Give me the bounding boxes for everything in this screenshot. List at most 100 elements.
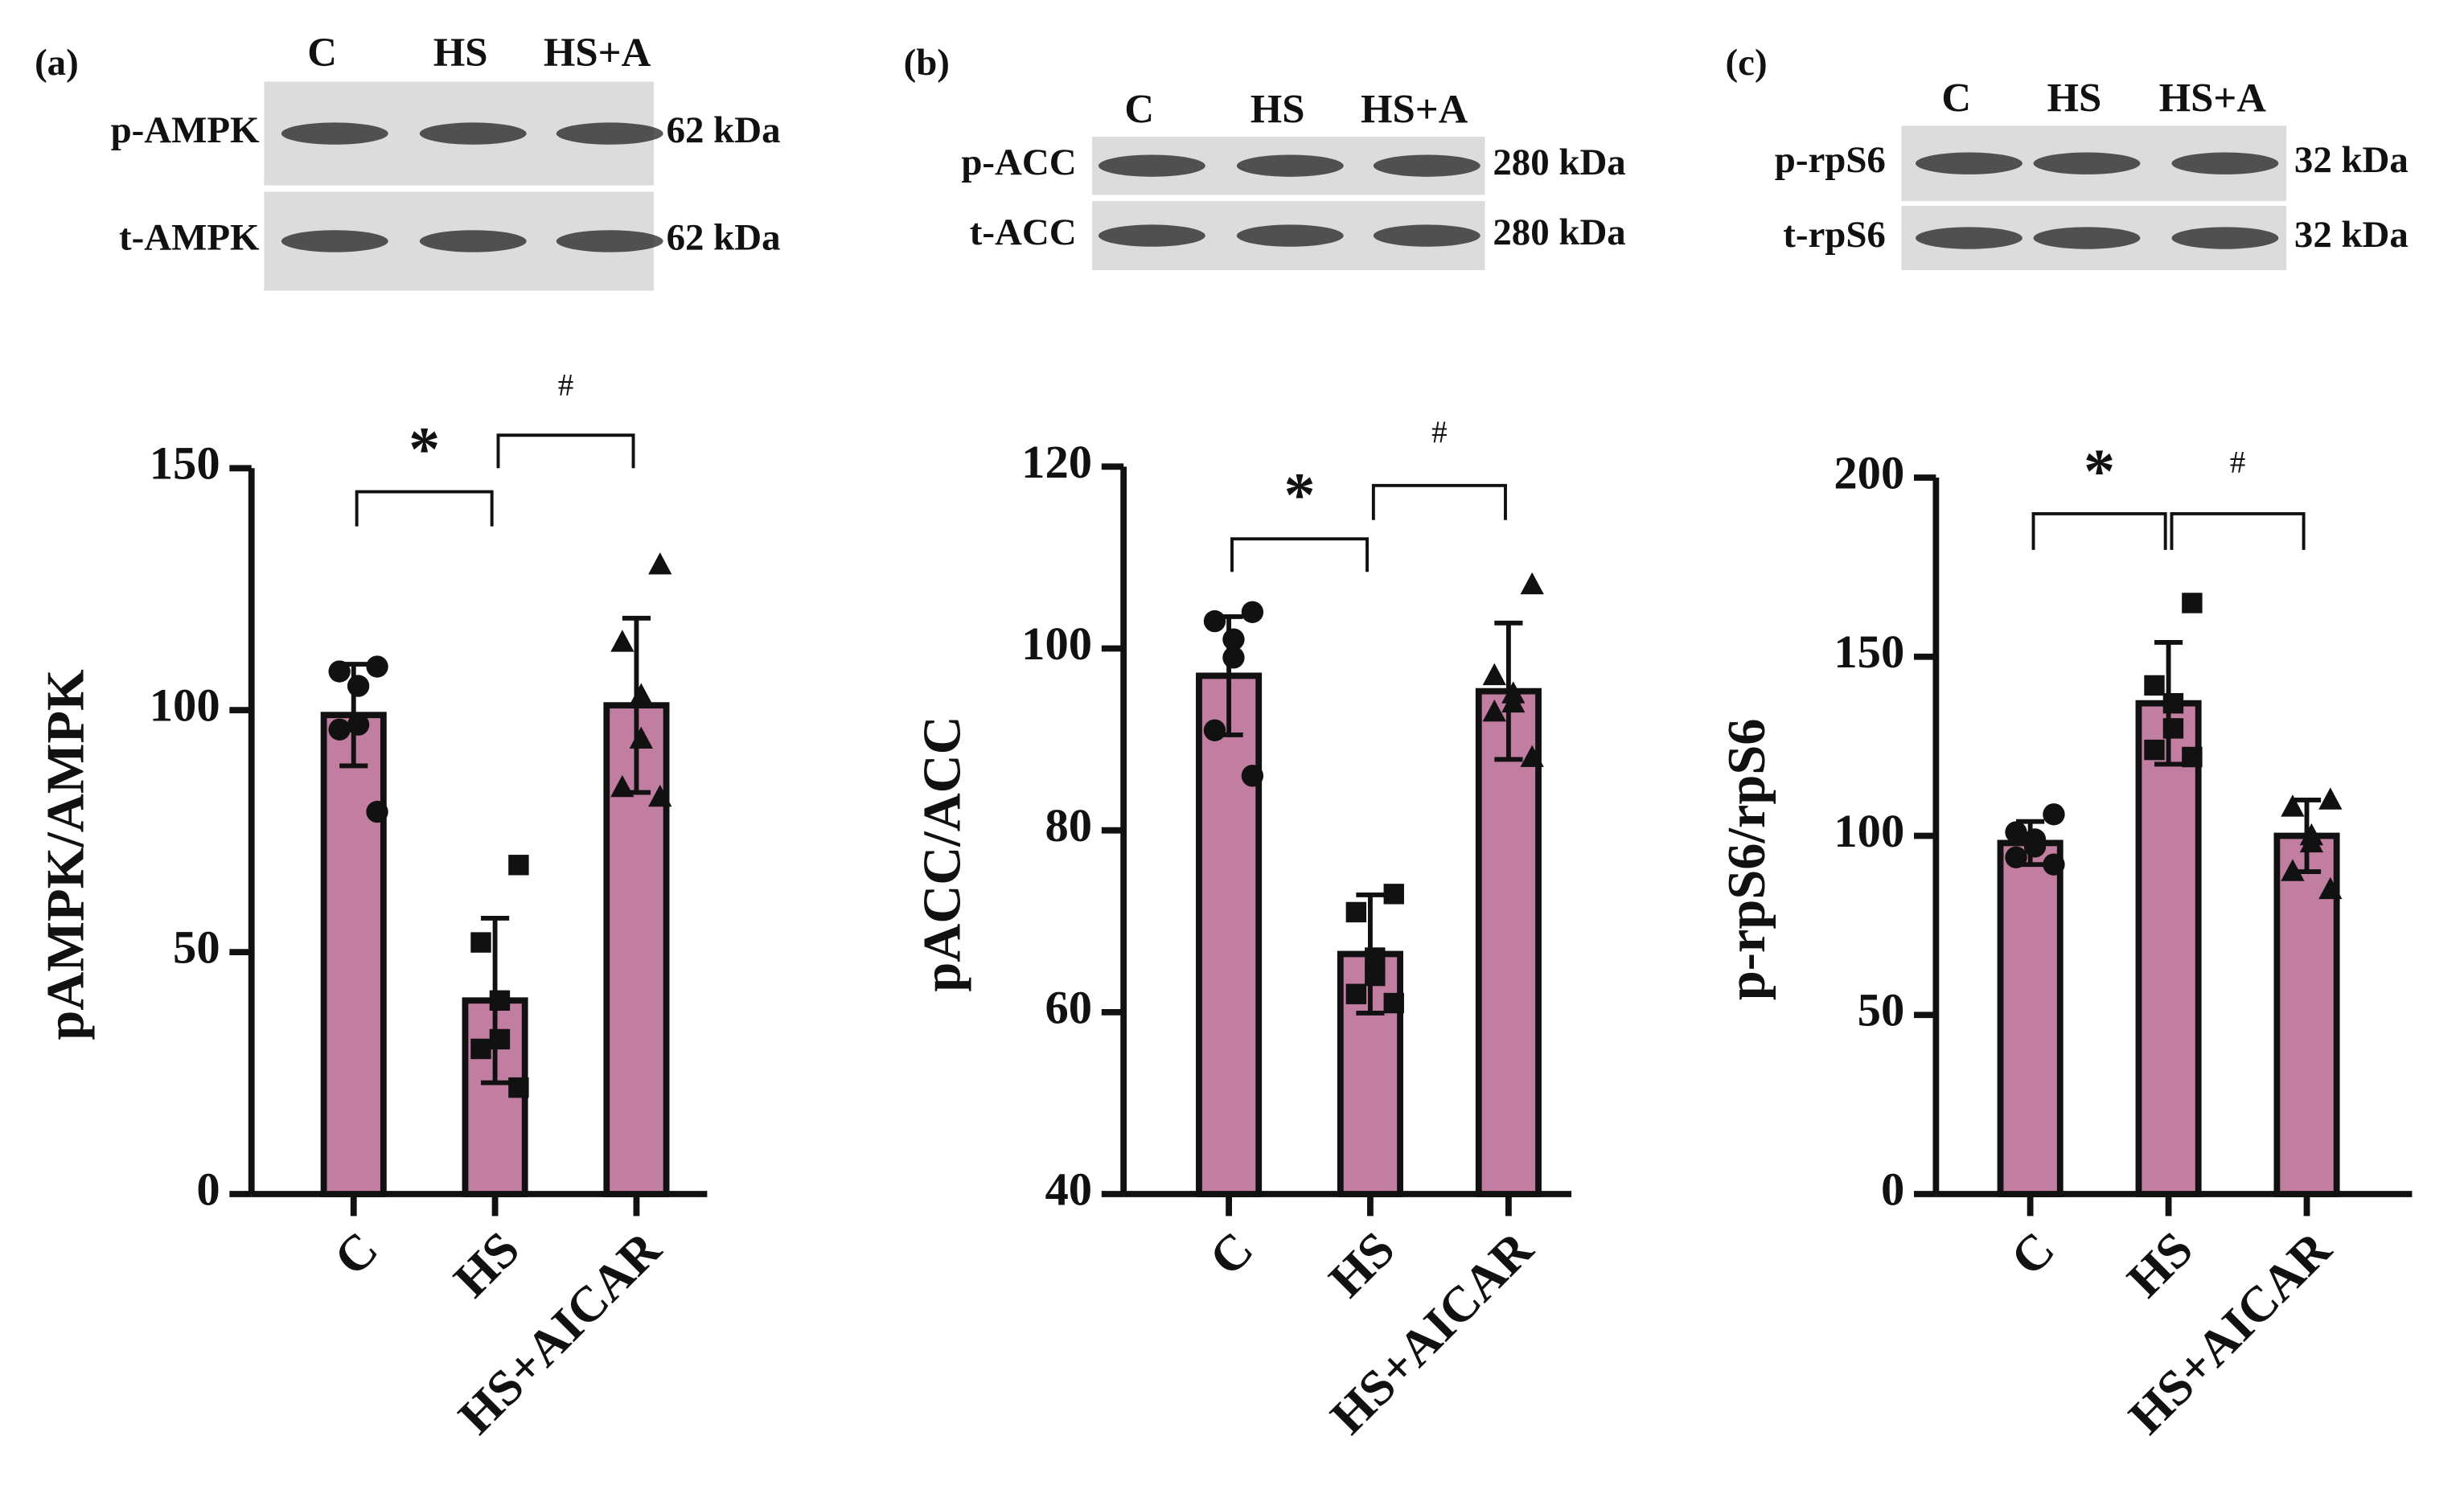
y-tick-label: 50 [1858, 984, 1905, 1036]
lane-label: C [307, 30, 337, 75]
data-point [366, 655, 388, 678]
data-point [347, 713, 370, 736]
significance-mark: # [1431, 415, 1448, 449]
x-tick-label: HS [2117, 1221, 2203, 1307]
data-point [610, 774, 634, 798]
blot-row-label: p-rpS6 [1775, 139, 1886, 181]
significance-mark: * [2084, 436, 2115, 506]
data-point [2318, 876, 2343, 900]
y-tick-label: 100 [150, 679, 220, 732]
data-point [2144, 739, 2165, 761]
data-point [328, 660, 351, 683]
lane-label: HS [1250, 86, 1305, 131]
blot-row-label: t-AMPK [119, 217, 260, 259]
lane-label: HS [2047, 76, 2101, 121]
data-point [1365, 947, 1386, 968]
data-point [328, 718, 351, 741]
y-tick-label: 200 [1834, 446, 1904, 499]
significance-bracket [1230, 537, 1369, 572]
significance-bracket [2031, 511, 2167, 550]
blot-band [2033, 152, 2141, 174]
blot-kda: 32 kDa [2294, 214, 2409, 256]
data-point [470, 1038, 491, 1060]
data-point [1222, 628, 1245, 650]
significance-bracket [2170, 511, 2306, 550]
blot-band [419, 122, 527, 145]
data-point [1203, 719, 1226, 741]
significance-mark: * [1283, 459, 1315, 529]
blot-row-label: t-ACC [970, 211, 1077, 253]
blot-kda: 280 kDa [1493, 211, 1625, 253]
blot-row-label: p-ACC [961, 142, 1076, 183]
data-point [508, 1077, 529, 1098]
data-point [366, 800, 388, 823]
significance-mark: # [558, 368, 574, 403]
y-tick-label: 100 [1021, 618, 1092, 670]
y-tick-label: 0 [196, 1163, 220, 1215]
data-point [1520, 572, 1544, 595]
data-point [610, 630, 634, 652]
blot-kda: 62 kDa [667, 217, 781, 259]
x-tick-label: HS [443, 1221, 530, 1307]
data-point [1222, 646, 1245, 669]
blot-band [2033, 227, 2141, 249]
lane-label: C [1124, 86, 1154, 131]
data-point [2281, 859, 2305, 881]
blot-band [1915, 152, 2023, 174]
significance-bracket [355, 490, 494, 527]
lane-label: HS+A [2159, 76, 2267, 121]
panel: (c) C HS HS+A p-rpS6 32 kDa t-rpS6 32 kDa 0 50 100… [1718, 42, 2413, 1445]
y-tick-label: 120 [1021, 436, 1092, 488]
data-point [2043, 803, 2065, 826]
data-point [489, 990, 511, 1011]
significance-mark: * [409, 414, 440, 484]
data-point [1520, 745, 1544, 767]
data-point [2005, 846, 2027, 868]
blot-band [1915, 227, 2023, 249]
blot-band [556, 122, 663, 145]
data-point [1241, 601, 1264, 623]
blot-band [1236, 224, 1344, 247]
data-point [489, 1028, 511, 1050]
lane-label: HS [433, 30, 488, 75]
blot-band [1373, 224, 1480, 247]
y-tick-label: 150 [150, 437, 220, 490]
lane-label: C [1941, 76, 1971, 121]
bar [2135, 700, 2202, 1197]
data-point [470, 932, 491, 953]
data-point [648, 784, 672, 807]
y-tick-label: 40 [1045, 1163, 1092, 1215]
lane-label: HS+A [544, 30, 651, 75]
bar [1196, 672, 1263, 1197]
data-point [2005, 821, 2027, 843]
panel: (b) C HS HS+A p-ACC 280 kDa t-ACC 280 kDa 40 60 80… [904, 42, 1626, 1445]
y-tick-label: 100 [1834, 805, 1904, 857]
y-axis-label: pAMPK/AMPK [36, 669, 95, 1040]
blot-kda: 62 kDa [667, 109, 781, 151]
blot-kda: 280 kDa [1493, 142, 1625, 183]
x-tick-label: HS [1318, 1221, 1405, 1307]
data-point [1345, 983, 1367, 1004]
y-axis-label: p-rpS6/rpS6 [1718, 718, 1776, 1000]
data-point [1501, 690, 1526, 713]
y-tick-label: 80 [1045, 799, 1092, 852]
data-point [1241, 765, 1264, 787]
panel-label: (a) [35, 42, 79, 84]
data-point [1482, 700, 1506, 722]
panel-label: (b) [904, 42, 950, 84]
data-point [1345, 901, 1367, 923]
bar [2273, 832, 2340, 1197]
blot-band [2171, 227, 2279, 249]
data-point [2299, 830, 2324, 853]
blot-row-label: t-rpS6 [1783, 214, 1886, 256]
blot-band [2171, 152, 2279, 174]
blot-band [1373, 154, 1480, 177]
data-point [1203, 609, 1226, 633]
data-point [2144, 675, 2165, 696]
bar [320, 712, 387, 1197]
bar [1997, 839, 2064, 1197]
panel: (a) C HS HS+A p-AMPK 62 kDa t-AMPK 62 kDa 0 50 100… [35, 30, 780, 1445]
lane-label: HS+A [1361, 86, 1468, 131]
data-point [1383, 992, 1404, 1014]
data-point [508, 855, 529, 876]
